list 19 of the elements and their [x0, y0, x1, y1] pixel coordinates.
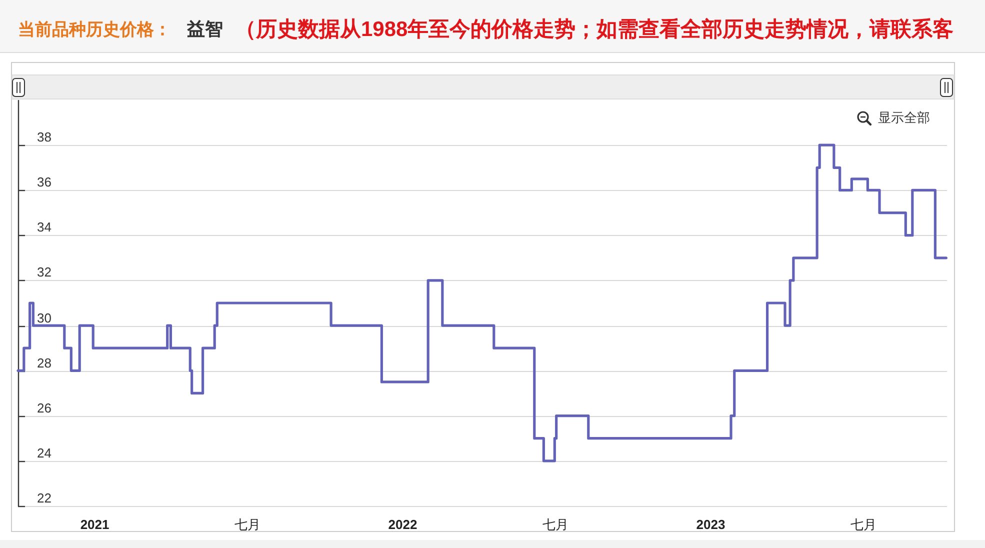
y-tick-label: 26: [37, 400, 52, 416]
y-tick-label: 24: [37, 446, 52, 460]
x-tick-label: 七月: [234, 517, 261, 532]
y-tick-label: 30: [37, 310, 52, 326]
chart-title: 当前品种历史价格：: [18, 20, 171, 39]
text: （历史数据从1988年至今的价格走势；如需查看全部历史走势情况，请联系客: [235, 17, 954, 41]
y-tick-label: 32: [37, 264, 52, 280]
y-tick-label: 36: [37, 174, 52, 190]
y-tick-label: 34: [37, 220, 52, 234]
y-tick-label: 28: [37, 356, 52, 370]
x-tick-label: 七月: [850, 517, 876, 532]
x-tick-label: 2022: [388, 517, 418, 532]
y-tick-label: 22: [37, 490, 52, 506]
x-tick-label: 七月: [542, 517, 568, 532]
x-tick-label: 2023: [696, 517, 726, 532]
chart-subtitle: 益智: [186, 19, 223, 39]
x-tick-label: 2021: [80, 517, 110, 532]
y-tick-label: 38: [37, 130, 52, 144]
annotation: 显示全部: [878, 110, 930, 125]
